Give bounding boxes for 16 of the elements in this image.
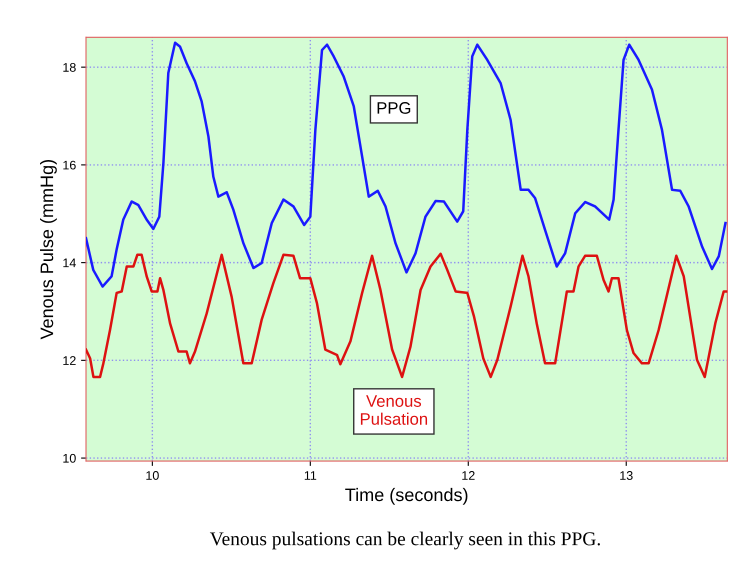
text: Venous pulsations can be clearly seen in this PPG. [210, 532, 600, 550]
series-label: PPG [378, 102, 410, 114]
x-tick-label: 13 [620, 471, 633, 480]
y-tick-label: 12 [63, 356, 76, 365]
y-tick-label: 16 [63, 160, 76, 170]
y-tick-label: 18 [63, 62, 76, 72]
line-series [86, 252, 728, 378]
line-series [86, 41, 727, 288]
x-axis-title: Time (seconds) [345, 488, 468, 505]
x-tick-label: 12 [462, 471, 475, 480]
y-tick-label: 10 [63, 454, 76, 463]
y-axis-title: Venous Pulse (mmHg) [40, 160, 57, 340]
x-tick-label: 10 [146, 471, 159, 480]
x-tick-label: 11 [304, 471, 316, 480]
series-label: Venous Pulsation [360, 395, 428, 425]
y-tick-label: 14 [63, 258, 76, 268]
